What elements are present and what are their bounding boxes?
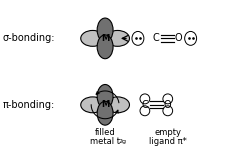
Text: M: M (101, 34, 109, 43)
Ellipse shape (97, 101, 113, 125)
Ellipse shape (81, 97, 104, 113)
Ellipse shape (185, 31, 196, 45)
Text: O: O (164, 100, 172, 110)
Ellipse shape (132, 31, 144, 45)
Ellipse shape (97, 85, 113, 108)
Ellipse shape (140, 94, 150, 104)
Ellipse shape (97, 35, 113, 59)
Text: C: C (152, 33, 159, 43)
Text: O: O (175, 33, 182, 43)
Text: σ-bonding:: σ-bonding: (3, 33, 55, 43)
Ellipse shape (140, 106, 150, 116)
Ellipse shape (163, 94, 173, 104)
Text: M: M (101, 100, 109, 109)
Ellipse shape (106, 30, 130, 46)
Text: C: C (142, 100, 148, 110)
Ellipse shape (97, 18, 113, 42)
Text: ligand π*: ligand π* (149, 137, 187, 145)
Text: filled: filled (95, 128, 116, 137)
Ellipse shape (163, 106, 173, 116)
Text: 2g: 2g (118, 139, 126, 143)
Text: π-bonding:: π-bonding: (3, 100, 55, 110)
Ellipse shape (81, 30, 104, 46)
Text: empty: empty (154, 128, 181, 137)
Text: metal t: metal t (90, 137, 120, 145)
Ellipse shape (106, 97, 130, 113)
